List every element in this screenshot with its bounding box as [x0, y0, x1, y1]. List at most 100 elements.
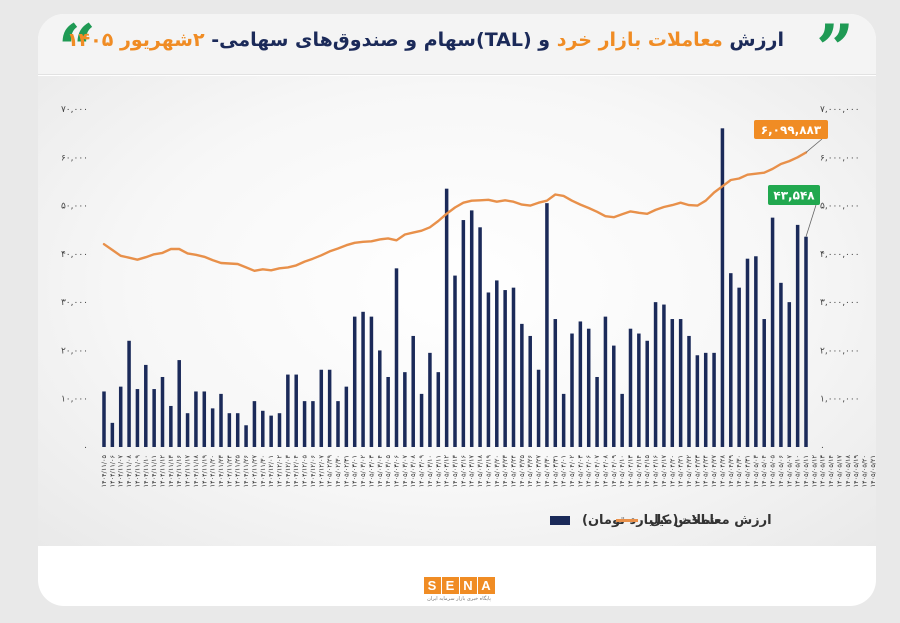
bar-mark — [369, 316, 374, 447]
bar-mark — [762, 319, 766, 447]
bar-mark — [344, 386, 349, 447]
x-tick-label: ۱۴۰۵/۰۳/۲۳ — [501, 454, 509, 487]
bar-mark — [135, 389, 140, 447]
x-tick-label: ۱۴۰۵/۰۴/۰۷ — [593, 454, 601, 487]
title-part-3: و (TAL)سهام و صندوق‌های سهامی- — [204, 29, 551, 51]
bar-mark — [737, 287, 741, 447]
x-tick-label: ۱۴۰۵/۰۳/۰۱ — [351, 455, 359, 487]
y-left-tick-label: ۰ — [83, 443, 88, 453]
x-tick-label: ۱۴۰۵/۰۵/۱۹ — [852, 454, 860, 487]
bar-mark — [595, 376, 599, 447]
bar-mark — [787, 302, 792, 447]
legend-bar-swatch — [550, 515, 570, 525]
legend-bars-label: ارزش معاملات(میلیارد تومان) — [582, 512, 772, 528]
x-tick-label: ۱۴۰۴/۱۱/۱۰ — [142, 455, 150, 487]
bar-mark — [670, 319, 675, 447]
quote-close-icon: ” — [816, 14, 854, 88]
bar-mark — [160, 376, 165, 447]
bar-mark — [695, 355, 700, 447]
bar-mark — [637, 333, 641, 447]
x-tick-label: ۱۴۰۵/۰۴/۲۸ — [718, 454, 726, 487]
x-tick-label: ۱۴۰۵/۰۳/۲۶ — [526, 455, 534, 487]
bar-mark — [252, 401, 257, 447]
bar-mark — [378, 350, 382, 447]
x-tick-label: ۱۴۰۴/۱۱/۰۹ — [133, 454, 141, 487]
x-tick-label: ۱۴۰۵/۰۵/۱۰ — [794, 455, 802, 487]
x-tick-label: ۱۴۰۴/۱۲/۰۷ — [317, 454, 325, 487]
value-annotation-label: ۴۳,۵۴۸ — [773, 189, 815, 203]
x-tick-label: ۱۴۰۵/۰۵/۰۵ — [769, 454, 777, 487]
x-tick-label: ۱۴۰۴/۱۱/۲۷ — [250, 454, 258, 487]
x-tick-label: ۱۴۰۵/۰۳/۱۸ — [476, 454, 484, 487]
bar-mark — [302, 401, 307, 447]
title-date: ۲شهریور ۱۴۰۵ — [66, 29, 205, 51]
bar-mark — [319, 369, 324, 447]
title-part-2: معاملات بازار خرد — [550, 29, 730, 51]
x-tick-label: ۱۴۰۴/۱۱/۲۴ — [225, 454, 233, 487]
x-tick-label: ۱۴۰۵/۰۵/۲۰ — [861, 455, 869, 487]
bar-mark — [428, 352, 432, 447]
x-tick-label: ۱۴۰۵/۰۵/۱۳ — [819, 454, 827, 487]
x-tick-label: ۱۴۰۵/۰۴/۲۹ — [727, 454, 735, 487]
bar-mark — [745, 258, 750, 447]
x-tick-label: ۱۴۰۵/۰۴/۳۱ — [744, 455, 752, 487]
bar-mark — [678, 319, 683, 447]
logo-letter: E — [441, 577, 459, 594]
x-tick-label: ۱۴۰۵/۰۴/۲۴ — [702, 454, 710, 487]
x-tick-label: ۱۴۰۵/۰۳/۰۸ — [409, 454, 417, 487]
bar-mark — [261, 410, 265, 447]
bar-mark — [394, 268, 399, 447]
value-annotation-leader — [805, 204, 817, 237]
bar-mark — [294, 374, 298, 447]
index-series-line — [102, 151, 808, 272]
x-tick-label: ۱۴۰۵/۰۳/۳۰ — [543, 455, 551, 487]
legend-line-swatch — [616, 518, 638, 522]
x-tick-label: ۱۴۰۵/۰۴/۰۸ — [601, 454, 609, 487]
y-right-tick-label: ۶,۰۰۰,۰۰۰ — [820, 153, 860, 163]
bar-mark — [804, 236, 808, 447]
bar-mark — [444, 188, 449, 447]
x-tick-label: ۱۴۰۵/۰۵/۰۳ — [752, 454, 760, 487]
y-left-tick-label: ۷۰,۰۰۰ — [61, 105, 88, 115]
x-tick-label: ۱۴۰۵/۰۳/۱۱ — [434, 455, 442, 487]
bar-mark — [561, 393, 566, 447]
x-tick-label: ۱۴۰۴/۱۱/۲۶ — [242, 455, 250, 487]
bar-mark — [461, 220, 466, 447]
x-tick-label: ۱۴۰۵/۰۳/۰۶ — [393, 455, 401, 487]
x-tick-label: ۱۴۰۵/۰۳/۲۰ — [493, 455, 501, 487]
y-left-tick-label: ۶۰,۰۰۰ — [61, 153, 88, 163]
bar-mark — [503, 290, 507, 447]
x-tick-label: ۱۴۰۵/۰۳/۰۳ — [367, 454, 375, 487]
x-tick-label: ۱۴۰۵/۰۳/۱۲ — [443, 454, 451, 487]
x-tick-label: ۱۴۰۴/۱۲/۰۲ — [276, 454, 284, 487]
logo-subtitle: پایگاه خبری بازار سرمایه ایران — [427, 596, 491, 602]
legend-line-label: شاخص کل — [650, 512, 719, 528]
bar-mark — [645, 340, 649, 447]
bar-mark — [495, 280, 499, 447]
bar-mark — [202, 391, 207, 447]
bar-mark — [227, 413, 232, 447]
x-tick-label: ۱۴۰۴/۱۱/۱۸ — [192, 454, 200, 487]
x-tick-label: ۱۴۰۴/۱۱/۱۶ — [175, 455, 183, 487]
bar-mark — [102, 391, 106, 447]
title-part-1: ارزش — [729, 29, 784, 51]
x-tick-label: ۱۴۰۵/۰۴/۲۳ — [693, 454, 701, 487]
bar-mark — [545, 203, 549, 447]
x-tick-label: ۱۴۰۵/۰۴/۳۰ — [735, 455, 743, 487]
bar-mark — [586, 328, 591, 447]
x-tick-label: ۱۴۰۵/۰۵/۱۸ — [844, 454, 852, 487]
bar-mark — [436, 372, 441, 447]
bar-mark — [662, 304, 666, 447]
x-tick-label: ۱۴۰۴/۱۱/۲۳ — [217, 454, 225, 487]
bar-mark — [352, 316, 357, 447]
bar-mark — [453, 275, 457, 447]
bar-mark — [603, 316, 608, 447]
y-right-tick-label: ۳,۰۰۰,۰۰۰ — [820, 298, 860, 308]
x-tick-label: ۱۴۰۵/۰۵/۰۴ — [760, 454, 768, 487]
bar-mark — [536, 369, 541, 447]
x-tick-label: ۱۴۰۵/۰۳/۱۳ — [451, 454, 459, 487]
x-tick-label: ۱۴۰۵/۰۴/۰۱ — [560, 455, 568, 487]
x-tick-label: ۱۴۰۵/۰۳/۱۷ — [468, 454, 476, 487]
bar-mark — [653, 302, 658, 447]
